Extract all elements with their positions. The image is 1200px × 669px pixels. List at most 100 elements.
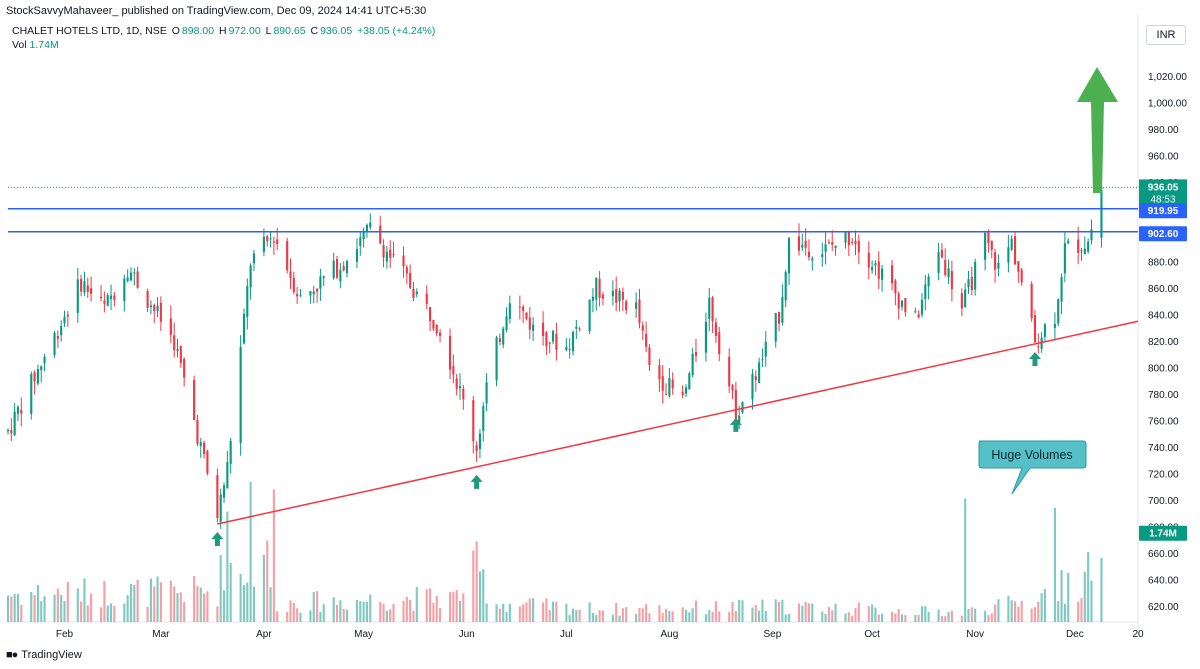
volume-bar [229,562,232,622]
volume-bar [508,603,511,622]
candle-body [645,333,648,347]
candle-body [518,306,521,308]
volume-bar [153,586,156,622]
volume-bar [173,586,176,622]
candle-body [801,244,804,248]
volume-bar [797,603,801,622]
candle-body [429,307,432,322]
candle-body [435,324,438,334]
candle-body [415,291,418,295]
volume-bar [129,583,133,622]
candle-body [508,303,511,320]
level-1-tag: 919.95 [1139,203,1187,219]
volume-bar [385,610,388,622]
volume-bar [1100,557,1103,622]
volume-bar [890,611,894,622]
volume-bar [425,589,428,622]
volume-bar [881,613,884,622]
candle-body [1060,277,1063,302]
candle-body [917,314,920,318]
volume-bar [1057,601,1060,622]
candle-body [136,271,139,288]
volume-bar [199,587,202,622]
candle-body [203,442,206,454]
volume-bar [734,610,737,622]
high-value: 972.00 [228,25,261,37]
volume-bar [741,600,744,622]
candle-body [332,260,335,278]
volume-bar [904,614,907,622]
up-arrow-icon [211,531,224,546]
candle-body [871,267,874,271]
candle-body [33,372,36,382]
candle-body [927,276,930,287]
candle-body [734,389,737,425]
volume-bar [83,578,86,622]
volume-bar [997,599,1000,622]
volume-bar [13,593,16,622]
volume-bar [871,604,874,622]
candle-body [874,263,877,266]
volume-bar [641,608,644,622]
volume-bar [6,595,10,622]
candle-body [728,356,731,387]
currency-button[interactable]: INR [1146,25,1186,45]
volume-bar [156,576,159,622]
volume-bar [987,615,990,622]
volume-bar [249,482,252,622]
volume-bar [964,498,967,622]
candle-body [109,295,113,299]
volume-bar [252,586,256,622]
candle-body [997,263,1000,269]
volume-bar [661,613,664,622]
candles [6,139,1103,529]
volume-bar [86,605,89,622]
candle-body [216,475,219,519]
volume-bar [429,588,432,622]
volume-bar [681,607,684,622]
x-tick-label: Jul [560,629,573,640]
volume-bar [621,608,624,622]
candle-body [844,232,847,243]
volume-bar [382,603,385,622]
volume-bar [379,601,382,622]
volume-bar [1043,589,1047,622]
x-tick-label: Oct [864,629,880,640]
volume-bar [319,611,322,622]
candle-body [940,249,943,258]
volume-bar [970,607,973,622]
candle-body [193,379,196,421]
volume-bar [113,605,116,622]
last-price-text: 936.05 [1148,182,1179,193]
callout-box [978,440,1087,495]
volume-bar [133,585,136,622]
volume-bar [1090,580,1093,622]
volume-bar [711,611,714,622]
level-1-tag-bg [1139,203,1187,219]
volume-bar [1020,600,1023,622]
candle-body [1083,248,1086,255]
candle-body [528,317,531,330]
candle-body [854,241,857,245]
candle-body [741,402,744,413]
candle-body [591,296,595,301]
publisher-line: StockSavvyMahaveer_ published on Trading… [6,5,427,17]
candle-body [1100,187,1103,238]
candle-body [920,299,924,315]
volume-bar [276,611,279,622]
candle-body [811,258,814,261]
volume-bar [149,578,152,622]
candle-body [618,290,621,302]
volume-bar [924,606,927,622]
candle-body [505,316,508,331]
candle-body [272,241,275,243]
volume-bar [462,593,465,622]
volume-bar [43,596,46,622]
candle-body [615,289,618,303]
candle-body [299,295,302,297]
volume-bar [203,593,206,622]
candle-body [242,313,246,344]
volume-bar [402,600,405,622]
volume-bar [226,511,229,622]
